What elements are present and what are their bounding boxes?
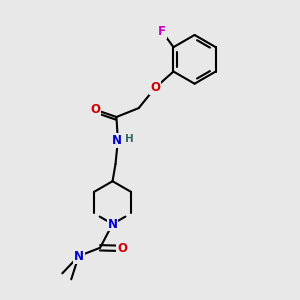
Text: F: F <box>158 25 166 38</box>
Text: O: O <box>117 242 128 255</box>
Text: H: H <box>125 134 134 144</box>
Text: O: O <box>90 103 100 116</box>
Text: N: N <box>107 218 118 230</box>
Text: O: O <box>150 81 160 94</box>
Text: N: N <box>111 134 122 147</box>
Text: N: N <box>74 250 84 262</box>
